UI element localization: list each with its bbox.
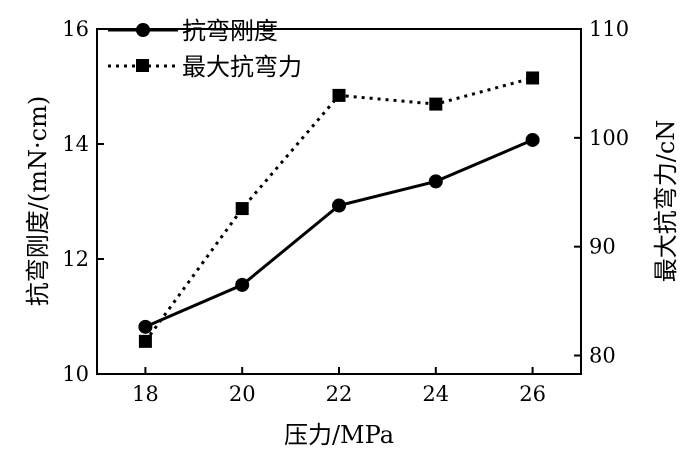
legend-marker-stiffness <box>136 23 150 37</box>
legend: 抗弯刚度 最大抗弯力 <box>108 17 302 81</box>
right-y-tick-label: 80 <box>589 343 616 367</box>
left-y-tick-label: 12 <box>62 247 89 271</box>
x-axis: 18 20 22 24 26 <box>132 367 546 406</box>
x-tick-label: 26 <box>519 382 546 406</box>
left-y-tick-label: 16 <box>62 17 89 41</box>
right-y-tick-label: 110 <box>589 17 629 41</box>
left-y-axis: 10 12 14 16 <box>62 17 104 386</box>
x-tick-label: 18 <box>132 382 159 406</box>
right-y-tick-label: 100 <box>589 126 629 150</box>
legend-label-stiffness: 抗弯刚度 <box>182 17 278 45</box>
data-point-max-force <box>526 71 540 85</box>
right-y-tick-label: 90 <box>589 235 616 259</box>
x-axis-title: 压力/MPa <box>284 421 394 449</box>
legend-marker-max-force <box>136 59 149 72</box>
left-y-tick-label: 10 <box>62 362 89 386</box>
left-y-tick-label: 14 <box>62 132 89 156</box>
x-tick-label: 24 <box>422 382 449 406</box>
x-tick-label: 20 <box>229 382 256 406</box>
data-point-stiffness <box>235 277 250 292</box>
data-point-max-force <box>332 88 346 102</box>
data-point-stiffness <box>332 198 346 213</box>
data-point-stiffness <box>138 319 153 334</box>
series-line-stiffness <box>144 138 534 329</box>
left-y-axis-title: 抗弯刚度/(mN·cm) <box>24 96 52 306</box>
legend-item-max-force: 最大抗弯力 <box>108 53 302 81</box>
data-point-stiffness <box>525 132 540 147</box>
data-point-max-force <box>429 97 443 111</box>
legend-label-max-force: 最大抗弯力 <box>182 53 302 81</box>
data-point-max-force <box>138 334 152 348</box>
right-y-axis: 80 90 100 110 <box>574 17 629 367</box>
data-point-stiffness <box>428 174 443 189</box>
series-layer <box>138 71 540 348</box>
right-y-axis-title: 最大抗弯力/cN <box>652 120 680 283</box>
legend-item-stiffness: 抗弯刚度 <box>108 17 278 45</box>
x-tick-label: 22 <box>326 382 353 406</box>
data-point-max-force <box>235 202 249 216</box>
